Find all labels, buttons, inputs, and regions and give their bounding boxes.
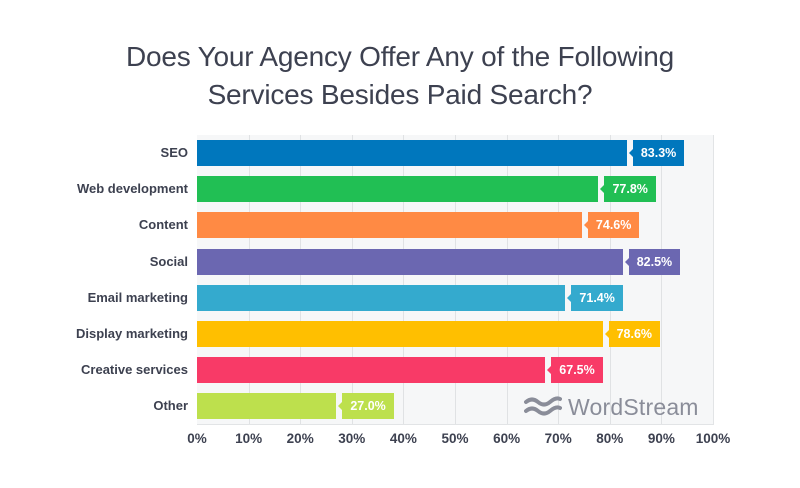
x-tick-label: 20% — [286, 431, 314, 446]
x-tick-label: 80% — [596, 431, 624, 446]
value-label: 78.6% — [604, 321, 661, 347]
value-label: 74.6% — [583, 212, 640, 238]
wordstream-logo: WordStream — [524, 392, 699, 422]
gridline — [403, 135, 405, 424]
bar — [197, 393, 337, 419]
x-tick-label: 40% — [389, 431, 417, 446]
gridline — [661, 135, 663, 424]
value-label: 71.4% — [567, 285, 623, 311]
gridline — [506, 135, 508, 424]
bar — [197, 321, 603, 347]
bar — [197, 249, 623, 275]
gridline — [455, 135, 456, 424]
value-label: 77.8% — [600, 176, 656, 202]
bar — [197, 285, 566, 311]
value-label: 27.0% — [338, 393, 394, 419]
category-label: SEO — [160, 145, 188, 160]
value-label: 82.5% — [624, 249, 681, 275]
wordstream-logo-text: WordStream — [568, 393, 699, 420]
x-tick-label: 100% — [695, 431, 731, 446]
category-label: Other — [153, 398, 188, 413]
gridline — [351, 135, 353, 424]
value-label: 83.3% — [628, 140, 685, 166]
bar — [197, 176, 599, 202]
category-label: Creative services — [81, 362, 188, 377]
category-label: Display marketing — [76, 326, 188, 341]
bar — [197, 140, 627, 166]
bar — [197, 212, 582, 238]
gridline — [248, 135, 250, 424]
chart-title-line-1: Does Your Agency Offer Any of the Follow… — [125, 41, 675, 72]
category-label: Web development — [76, 181, 188, 196]
chart-title: Does Your Agency Offer Any of the Follow… — [0, 38, 800, 114]
bar — [197, 357, 546, 383]
category-label: Email marketing — [87, 290, 188, 305]
value-label: 67.5% — [547, 357, 603, 383]
x-tick-label: 30% — [338, 431, 366, 446]
chart-title-line-2: Services Besides Paid Search? — [207, 79, 593, 110]
category-label: Content — [138, 217, 188, 232]
gridline — [300, 135, 302, 424]
wordstream-waves-icon — [524, 396, 562, 416]
gridline — [609, 135, 611, 424]
x-tick-label: 70% — [544, 431, 572, 446]
x-tick-label: 0% — [187, 431, 207, 446]
gridline — [558, 135, 560, 424]
x-tick-label: 10% — [235, 431, 263, 446]
category-label: Social — [149, 254, 188, 269]
x-tick-label: 50% — [441, 431, 469, 446]
x-tick-label: 60% — [493, 431, 521, 446]
x-tick-label: 90% — [647, 431, 675, 446]
